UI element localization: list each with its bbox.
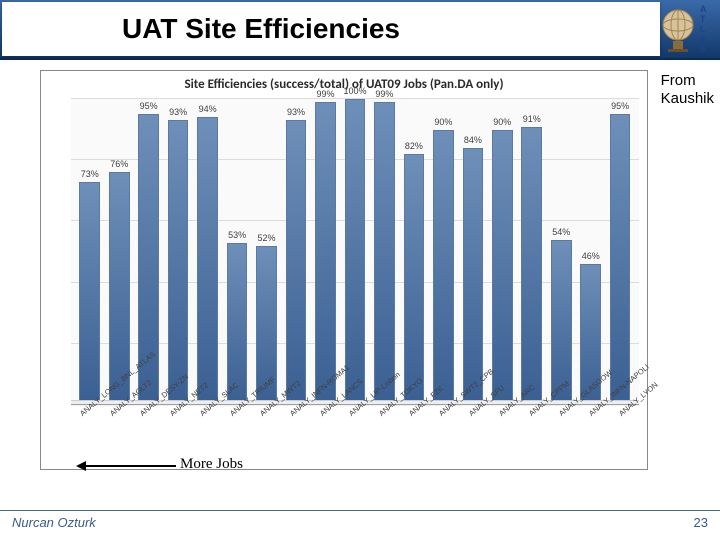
bar: 93%	[286, 120, 307, 405]
footer: Nurcan Ozturk 23	[0, 510, 720, 534]
bar-value-label: 82%	[405, 141, 423, 151]
bar-value-label: 93%	[169, 107, 187, 117]
bar-slot: 99%	[370, 99, 399, 405]
bar: 99%	[315, 102, 336, 405]
bar-value-label: 90%	[493, 117, 511, 127]
bar-slot: 54%	[547, 99, 576, 405]
note-line: Kaushik	[661, 90, 714, 107]
atlas-letters: A T L A S	[700, 4, 707, 54]
bar-slot: 90%	[429, 99, 458, 405]
efficiency-chart: Site Efficiencies (success/total) of UAT…	[40, 70, 648, 470]
atlas-letter: A	[700, 4, 707, 14]
bar-value-label: 100%	[343, 86, 366, 96]
bar-slot: 46%	[576, 99, 605, 405]
bar: 84%	[463, 148, 484, 405]
x-label: ANALY_CPPM	[519, 409, 549, 467]
x-axis-labels: ANALY_LONG_BNL_ATLASANALY_AGLT2ANALY_DES…	[71, 409, 639, 467]
bar-value-label: 99%	[375, 89, 393, 99]
bar-value-label: 95%	[611, 101, 629, 111]
bar-slot: 52%	[252, 99, 281, 405]
plot-area: 73% 76% 95% 93% 94% 53% 52% 93% 99% 100% 99% 82% 90%…	[71, 99, 639, 405]
bar-slot: 53%	[222, 99, 251, 405]
bar-value-label: 46%	[582, 251, 600, 261]
bar-value-label: 54%	[552, 227, 570, 237]
bar-value-label: 99%	[316, 89, 334, 99]
bar: 91%	[521, 127, 542, 405]
bar: 73%	[79, 182, 100, 405]
bar-value-label: 91%	[523, 114, 541, 124]
footer-author: Nurcan Ozturk	[12, 515, 96, 534]
bar-slot: 93%	[163, 99, 192, 405]
bar-slot: 84%	[458, 99, 487, 405]
x-label: ANALY_INFN-NAPOLI	[579, 409, 609, 467]
x-label: ANALY_SFU	[460, 409, 490, 467]
x-label: ANALY_TOKYO	[370, 409, 400, 467]
bar-slot: 76%	[104, 99, 133, 405]
bar-slot: 99%	[311, 99, 340, 405]
x-label: ANALY_FZK	[400, 409, 430, 467]
bar-slot: 100%	[340, 99, 369, 405]
bar-slot: 90%	[488, 99, 517, 405]
page-number: 23	[694, 515, 708, 534]
x-label: ANALY_DESY-ZN	[131, 409, 161, 467]
bar-slot: 95%	[605, 99, 634, 405]
x-label: ANALY_LYON	[609, 409, 639, 467]
bar-value-label: 94%	[199, 104, 217, 114]
x-label: ANALY_INFN-ROMA1	[280, 409, 310, 467]
bar: 90%	[433, 130, 454, 405]
bar-slot: 91%	[517, 99, 546, 405]
bar: 90%	[492, 130, 513, 405]
bar-value-label: 93%	[287, 107, 305, 117]
x-label: ANALY_LONG_BNL_ATLAS	[71, 409, 101, 467]
bar: 93%	[168, 120, 189, 405]
x-label: ANALY_GLASGOW	[549, 409, 579, 467]
bar-slot: 82%	[399, 99, 428, 405]
x-label: ANALY_LIP-Lisbon	[340, 409, 370, 467]
bar-value-label: 84%	[464, 135, 482, 145]
atlas-letter: A	[700, 34, 707, 44]
x-label: ANALY_LANCS	[310, 409, 340, 467]
bar: 99%	[374, 102, 395, 405]
bar-value-label: 73%	[81, 169, 99, 179]
bar: 82%	[404, 154, 425, 405]
bar-slot: 93%	[281, 99, 310, 405]
x-label: ANALY_AGLT2	[101, 409, 131, 467]
bar-slot: 73%	[75, 99, 104, 405]
bar: 100%	[345, 99, 366, 405]
source-note: From Kaushik	[661, 72, 714, 108]
bar-value-label: 52%	[258, 233, 276, 243]
title-bar: UAT Site Efficiencies A T L A S	[0, 0, 720, 60]
bar: 54%	[551, 240, 572, 405]
bar-value-label: 95%	[140, 101, 158, 111]
x-label: ANALY_SWT2_CPB	[430, 409, 460, 467]
atlas-letter: L	[700, 24, 707, 34]
atlas-logo: A T L A S	[658, 4, 714, 54]
note-line: From	[661, 72, 696, 89]
page-title: UAT Site Efficiencies	[2, 2, 660, 56]
bar-value-label: 76%	[110, 159, 128, 169]
atlas-letter: T	[700, 14, 707, 24]
more-jobs-arrow	[76, 462, 176, 470]
bar: 95%	[610, 114, 631, 405]
bar-slot: 94%	[193, 99, 222, 405]
globe-icon	[658, 5, 698, 53]
bar-value-label: 53%	[228, 230, 246, 240]
bar-value-label: 90%	[434, 117, 452, 127]
arrow-line	[84, 465, 176, 467]
more-jobs-label: More Jobs	[180, 456, 243, 473]
bar-row: 73% 76% 95% 93% 94% 53% 52% 93% 99% 100% 99% 82% 90%…	[71, 99, 639, 405]
x-label: ANALY_MWT2	[250, 409, 280, 467]
bar: 53%	[227, 243, 248, 405]
atlas-letter: S	[700, 44, 707, 54]
x-label: ANALY_ARC	[489, 409, 519, 467]
bar: 94%	[197, 117, 218, 405]
